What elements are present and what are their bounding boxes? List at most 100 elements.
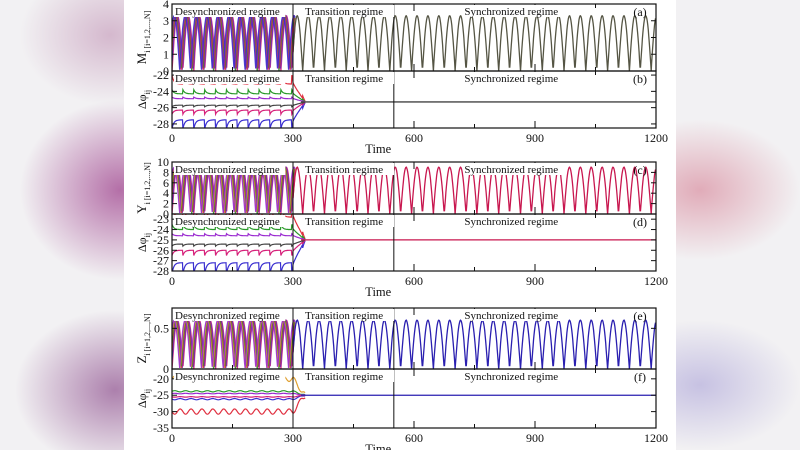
oscillator-trace bbox=[172, 14, 296, 70]
y-tick-label: -26 bbox=[153, 101, 169, 115]
regime-label: Desynchronized regime bbox=[175, 216, 280, 228]
regime-label: Desynchronized regime bbox=[175, 6, 280, 18]
y-axis-label: Δφij bbox=[135, 233, 152, 252]
regime-label: Transition regime bbox=[305, 310, 383, 322]
y-axis-label: Mi [i=1,2,...,N] bbox=[134, 10, 152, 64]
label-background bbox=[463, 370, 565, 382]
panel-f bbox=[171, 368, 657, 429]
synchronized-trace bbox=[292, 319, 656, 369]
plot-area bbox=[172, 214, 656, 271]
y-axis-label: Yi [i=1,2,...,N] bbox=[134, 162, 152, 214]
oscillator-trace bbox=[172, 14, 296, 70]
phase-trace bbox=[172, 239, 306, 248]
y-axis-label: Δφij bbox=[135, 90, 152, 109]
phase-trace bbox=[172, 101, 306, 117]
label-background bbox=[174, 5, 286, 17]
x-axis-label: Time bbox=[365, 442, 391, 450]
regime-label: Synchronized regime bbox=[464, 164, 558, 176]
y-tick-label: -35 bbox=[153, 421, 169, 435]
panel-tag: (b) bbox=[633, 72, 647, 86]
y-tick-label: 4 bbox=[163, 0, 169, 11]
y-tick-label: 3 bbox=[163, 14, 169, 28]
y-tick-label: 6 bbox=[163, 176, 169, 190]
oscillator-trace bbox=[172, 166, 296, 213]
plot-area bbox=[172, 375, 656, 415]
label-background bbox=[304, 5, 395, 17]
plot-area bbox=[172, 319, 656, 369]
y-tick-label: -27 bbox=[153, 254, 169, 268]
phase-trace bbox=[172, 397, 306, 415]
panel-d bbox=[171, 213, 657, 272]
synchronized-trace bbox=[292, 14, 656, 71]
x-tick-label: 0 bbox=[169, 274, 175, 288]
x-tick-label: 1200 bbox=[644, 274, 668, 288]
x-tick-label: 900 bbox=[526, 274, 544, 288]
panel-tag: (c) bbox=[633, 163, 646, 177]
y-tick-label: -28 bbox=[153, 117, 169, 131]
x-tick-label: 0 bbox=[169, 131, 175, 145]
phase-trace bbox=[172, 102, 306, 128]
x-tick-label: 300 bbox=[284, 274, 302, 288]
regime-label: Desynchronized regime bbox=[175, 371, 280, 383]
label-background bbox=[304, 370, 395, 382]
y-tick-label: -30 bbox=[153, 405, 169, 419]
y-tick-label: 0 bbox=[163, 207, 169, 221]
label-background bbox=[174, 215, 286, 227]
regime-label: Desynchronized regime bbox=[175, 164, 280, 176]
label-background bbox=[463, 163, 565, 175]
y-tick-label: 1 bbox=[163, 47, 169, 61]
y-tick-label: -24 bbox=[153, 223, 169, 237]
y-tick-label: 4 bbox=[163, 186, 169, 200]
oscillator-trace bbox=[172, 319, 296, 368]
phase-trace bbox=[172, 239, 306, 256]
regime-label: Synchronized regime bbox=[464, 6, 558, 18]
regime-label: Transition regime bbox=[305, 371, 383, 383]
label-background bbox=[174, 72, 286, 84]
x-tick-label: 1200 bbox=[644, 431, 668, 445]
label-background bbox=[304, 163, 395, 175]
regime-label: Synchronized regime bbox=[464, 371, 558, 383]
label-background bbox=[463, 215, 565, 227]
y-tick-label: 0.5 bbox=[154, 321, 169, 335]
panel-tag: (e) bbox=[633, 309, 646, 323]
label-background bbox=[174, 370, 286, 382]
label-background bbox=[174, 309, 286, 321]
phase-trace bbox=[172, 232, 306, 241]
x-tick-label: 900 bbox=[526, 131, 544, 145]
y-tick-label: 2 bbox=[163, 197, 169, 211]
label-background bbox=[463, 309, 565, 321]
oscillator-trace bbox=[172, 14, 296, 71]
y-tick-label: -25 bbox=[153, 388, 169, 402]
regime-label: Desynchronized regime bbox=[175, 310, 280, 322]
oscillator-trace bbox=[172, 319, 296, 368]
regime-label: Synchronized regime bbox=[464, 73, 558, 85]
y-axis-label: Δφij bbox=[135, 389, 152, 408]
y-tick-label: 0 bbox=[163, 64, 169, 78]
chart-canvas: 0 1 2 3 4 Desynchronized regime Transition reg… bbox=[134, 0, 668, 450]
x-tick-label: 600 bbox=[405, 131, 423, 145]
label-background bbox=[304, 309, 395, 321]
label-background bbox=[304, 215, 395, 227]
regime-label: Synchronized regime bbox=[464, 310, 558, 322]
label-background bbox=[304, 72, 395, 84]
panel-tag: (f) bbox=[634, 370, 646, 384]
x-tick-label: 600 bbox=[405, 274, 423, 288]
phase-trace bbox=[172, 240, 306, 271]
x-axis-label: Time bbox=[365, 142, 391, 156]
y-tick-label: 0 bbox=[163, 362, 169, 376]
figure-panel: 0 1 2 3 4 Desynchronized regime Transition reg… bbox=[124, 0, 676, 450]
regime-label: Synchronized regime bbox=[464, 216, 558, 228]
y-tick-label: -24 bbox=[153, 84, 169, 98]
x-tick-label: 0 bbox=[169, 431, 175, 445]
y-tick-label: -22 bbox=[153, 68, 169, 82]
y-tick-label: -23 bbox=[153, 212, 169, 226]
y-tick-label: -28 bbox=[153, 264, 169, 278]
x-tick-label: 1200 bbox=[644, 131, 668, 145]
y-tick-label: 2 bbox=[163, 31, 169, 45]
x-tick-label: 900 bbox=[526, 431, 544, 445]
y-tick-label: -25 bbox=[153, 233, 169, 247]
y-tick-label: -26 bbox=[153, 243, 169, 257]
x-tick-label: 600 bbox=[405, 431, 423, 445]
regime-label: Transition regime bbox=[305, 164, 383, 176]
label-background bbox=[174, 163, 286, 175]
